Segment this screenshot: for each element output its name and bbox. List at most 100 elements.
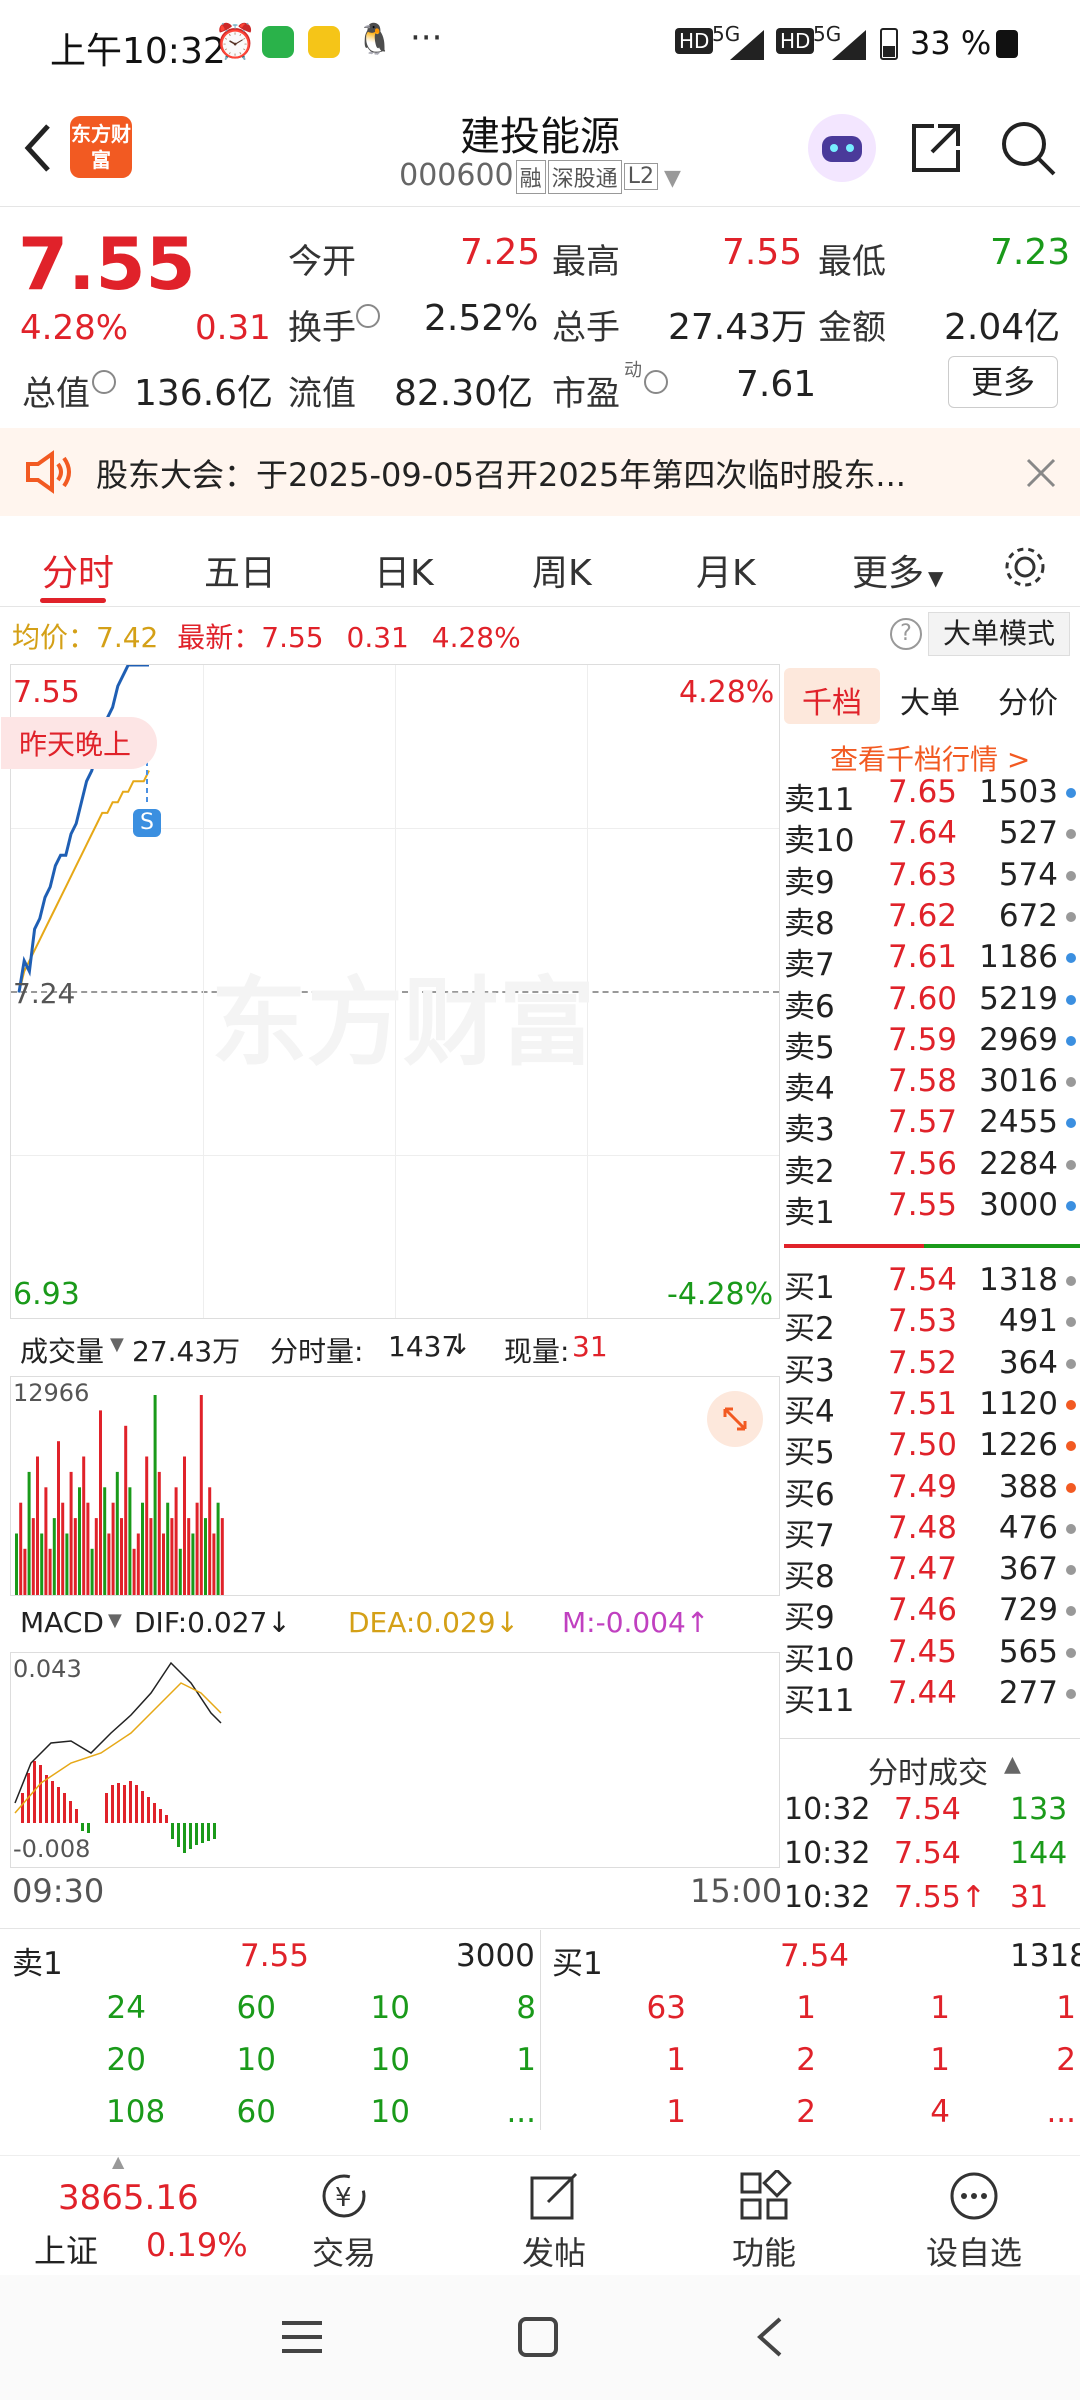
level-dot-icon <box>1066 1276 1076 1286</box>
buy-order-row[interactable]: 买9 7.46 729 <box>784 1592 1080 1636</box>
buy-order-row[interactable]: 买3 7.52 364 <box>784 1345 1080 1389</box>
volume-bar <box>57 1441 60 1595</box>
menu-icon[interactable] <box>280 2317 324 2357</box>
macd-chart[interactable]: 0.043 -0.008 <box>10 1652 780 1868</box>
queue-qty: 8 <box>516 1990 536 2026</box>
back-arrow-icon[interactable] <box>18 120 58 176</box>
queue-qty: ... <box>1046 2094 1076 2130</box>
big-order-mode-button[interactable]: 大单模式 <box>928 612 1070 656</box>
annotation-tag[interactable]: 昨天晚上 <box>1 717 158 769</box>
volume-bar <box>107 1533 111 1595</box>
volume-bar <box>52 1518 56 1595</box>
trade-icon: ¥ <box>322 2174 366 2218</box>
mktcap-info-icon[interactable] <box>92 370 116 394</box>
macd-min-label: -0.008 <box>13 1835 91 1863</box>
level-qty: 3000 <box>979 1187 1058 1223</box>
buy-order-row[interactable]: 买1 7.54 1318 <box>784 1262 1080 1306</box>
index-ticker[interactable]: ▲ 3865.16 上证 0.19% <box>0 2152 248 2276</box>
sell-order-row[interactable]: 卖11 7.65 1503 <box>784 774 1080 818</box>
sell-order-row[interactable]: 卖9 7.63 574 <box>784 857 1080 901</box>
volume-bar <box>103 1487 107 1595</box>
volume-chart[interactable]: 12966 <box>10 1376 780 1596</box>
more-quote-button[interactable]: 更多 <box>948 356 1058 408</box>
pe-info-icon[interactable] <box>644 370 668 394</box>
tab-five-day[interactable]: 五日 <box>204 553 277 594</box>
sell-order-row[interactable]: 卖1 7.55 3000 <box>784 1187 1080 1231</box>
settings-gear-icon[interactable] <box>1000 542 1050 592</box>
ticks-collapse-icon[interactable]: ▲ <box>1004 1752 1021 1777</box>
buy-order-row[interactable]: 买2 7.53 491 <box>784 1303 1080 1347</box>
search-icon[interactable] <box>998 118 1058 178</box>
home-icon[interactable] <box>516 2315 560 2359</box>
pe-label: 市盈 <box>552 374 620 414</box>
level-label: 买4 <box>784 1393 835 1430</box>
signal-5g-label-2: 5G <box>813 22 842 46</box>
macd-label[interactable]: MACD <box>20 1606 104 1639</box>
volume-bar <box>174 1487 178 1595</box>
intraday-chart[interactable]: 东方财富 7.55 7.24 6.93 4.28% -4.28% 昨天晚上 S <box>1 664 780 1319</box>
turnover-info-icon[interactable] <box>356 304 380 328</box>
buy-order-row[interactable]: 买4 7.51 1120 <box>784 1386 1080 1430</box>
sell-order-row[interactable]: 卖2 7.56 2284 <box>784 1146 1080 1190</box>
queue-qty: 60 <box>236 1990 276 2026</box>
tab-big-order[interactable]: 大单 <box>900 686 960 721</box>
buy-order-row[interactable]: 买11 7.44 277 <box>784 1675 1080 1719</box>
chart-tabs: 分时 五日 日K 周K 月K 更多 ▼ <box>0 526 1080 606</box>
volume-bar <box>149 1518 153 1595</box>
ticks-title[interactable]: 分时成交 <box>868 1756 988 1791</box>
tab-daily-k[interactable]: 日K <box>374 553 434 594</box>
volume-dropdown-icon[interactable]: ▼ <box>110 1334 124 1355</box>
app-logo[interactable]: 东方财富 <box>70 116 132 178</box>
macd-m: M:-0.004↑ <box>562 1606 710 1639</box>
buy-order-row[interactable]: 买8 7.47 367 <box>784 1551 1080 1595</box>
volume-bar <box>44 1487 48 1595</box>
tab-more[interactable]: 更多 ▼ <box>852 544 943 596</box>
buy-order-row[interactable]: 买6 7.49 388 <box>784 1469 1080 1513</box>
tab-price-distribution[interactable]: 分价 <box>998 686 1058 721</box>
tab-intraday[interactable]: 分时 <box>42 553 115 594</box>
robot-assistant-icon[interactable] <box>808 114 876 182</box>
sell-order-row[interactable]: 卖10 7.64 527 <box>784 815 1080 859</box>
buy-order-row[interactable]: 买7 7.48 476 <box>784 1510 1080 1554</box>
share-icon[interactable] <box>908 120 964 176</box>
level-label: 买6 <box>784 1476 835 1513</box>
nav-add-watchlist[interactable]: 设自选 <box>914 2170 1034 2274</box>
macd-dropdown-icon[interactable]: ▼ <box>108 1610 122 1631</box>
tab-thousand-level[interactable]: 千档 <box>802 686 862 721</box>
volume-bar <box>78 1487 81 1595</box>
buy-order-row[interactable]: 买5 7.50 1226 <box>784 1427 1080 1471</box>
level-qty: 1226 <box>979 1427 1058 1464</box>
volume-bar <box>61 1502 65 1595</box>
volume-bar <box>115 1471 119 1595</box>
notice-banner[interactable]: 股东大会：于2025-09-05召开2025年第四次临时股东... <box>0 428 1080 516</box>
stock-code-line[interactable]: 000600 融深股通 L2 ▼ <box>0 158 1080 194</box>
nav-post[interactable]: 发帖 <box>494 2170 614 2274</box>
sell-order-row[interactable]: 卖7 7.61 1186 <box>784 939 1080 983</box>
help-icon[interactable]: ? <box>890 618 922 650</box>
volume-bar <box>141 1502 144 1595</box>
nav-functions[interactable]: 功能 <box>704 2168 824 2274</box>
close-icon[interactable] <box>1024 456 1058 490</box>
tab-monthly-k[interactable]: 月K <box>696 553 756 594</box>
summary-divider <box>0 1928 1080 1929</box>
hd-icon: HD <box>675 28 714 54</box>
expand-icon[interactable] <box>707 1391 763 1447</box>
sell-order-row[interactable]: 卖8 7.62 672 <box>784 898 1080 942</box>
volume-bar <box>183 1456 186 1595</box>
buy-order-row[interactable]: 买10 7.45 565 <box>784 1633 1080 1678</box>
stock-name: 建投能源 <box>460 114 620 160</box>
tab-weekly-k[interactable]: 周K <box>532 553 592 594</box>
back-nav-icon[interactable] <box>752 2315 788 2359</box>
level-price: 7.45 <box>888 1633 958 1670</box>
nav-trade[interactable]: ¥ 交易 <box>284 2170 404 2274</box>
view-thousand-level-link[interactable]: 查看千档行情 > <box>830 743 1031 776</box>
queue-qty: 108 <box>106 2094 166 2130</box>
sell-order-row[interactable]: 卖5 7.59 2969 <box>784 1022 1080 1066</box>
volume-label[interactable]: 成交量 <box>20 1335 105 1368</box>
sell-order-row[interactable]: 卖3 7.57 2455 <box>784 1104 1080 1148</box>
status-bar: 上午10:32 ⏰ 🐧 ··· HD 5G HD 5G 33 % <box>0 0 1080 96</box>
s-marker-icon[interactable]: S <box>133 809 161 837</box>
sell-order-row[interactable]: 卖6 7.60 5219 <box>784 981 1080 1025</box>
more-notifications-icon: ··· <box>410 18 443 58</box>
sell-order-row[interactable]: 卖4 7.58 3016 <box>784 1063 1080 1107</box>
